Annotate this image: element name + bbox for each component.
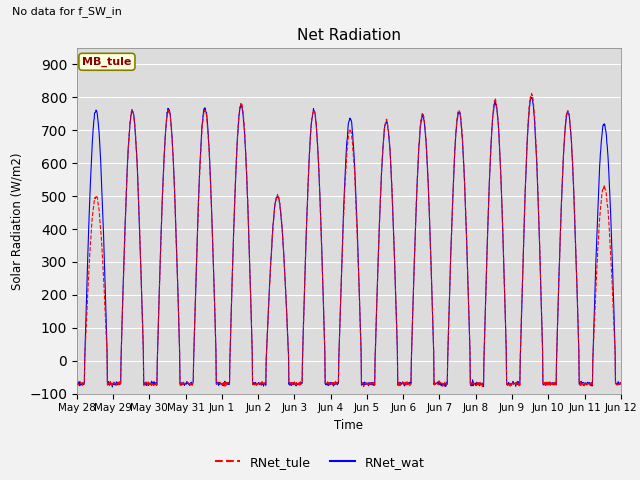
Text: MB_tule: MB_tule <box>82 57 132 67</box>
RNet_wat <box>434 379 442 385</box>
RNet_wat <box>109 384 116 390</box>
RNet_tule <box>617 380 625 386</box>
RNet_tule <box>180 381 188 386</box>
Legend: RNet_tule, RNet_wat: RNet_tule, RNet_wat <box>210 451 430 474</box>
RNet_tule <box>360 384 367 389</box>
RNet_tule <box>528 91 536 96</box>
RNet_wat <box>73 382 81 387</box>
X-axis label: Time: Time <box>334 419 364 432</box>
RNet_wat <box>181 381 189 386</box>
RNet_tule <box>553 346 561 352</box>
Title: Net Radiation: Net Radiation <box>297 28 401 43</box>
Y-axis label: Solar Radiation (W/m2): Solar Radiation (W/m2) <box>10 152 24 289</box>
RNet_wat <box>255 381 263 387</box>
RNet_tule <box>73 381 81 386</box>
RNet_tule <box>255 381 262 386</box>
RNet_tule <box>194 221 202 227</box>
Line: RNet_wat: RNet_wat <box>77 97 621 387</box>
Line: RNet_tule: RNet_tule <box>77 94 621 386</box>
RNet_tule <box>434 381 442 387</box>
Text: No data for f_SW_in: No data for f_SW_in <box>12 7 122 17</box>
RNet_wat <box>553 344 561 350</box>
RNet_wat <box>505 380 513 385</box>
RNet_tule <box>505 381 513 386</box>
RNet_wat <box>195 207 202 213</box>
RNet_wat <box>528 95 536 100</box>
RNet_wat <box>617 381 625 386</box>
